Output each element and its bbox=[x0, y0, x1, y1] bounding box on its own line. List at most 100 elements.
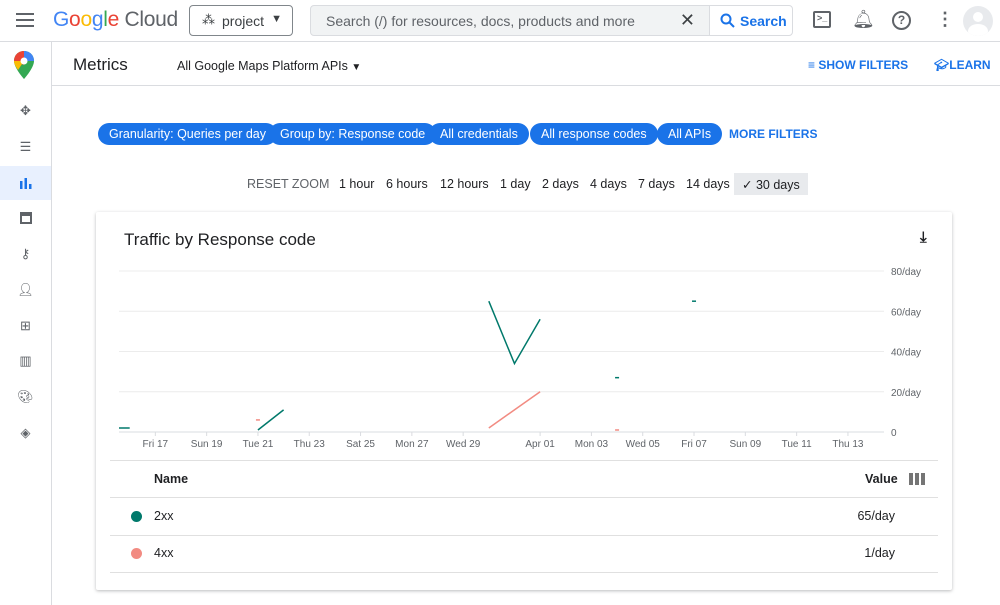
x-tick-label: Apr 01 bbox=[525, 439, 555, 450]
quota-icon bbox=[19, 212, 32, 224]
row-value: 65/day bbox=[857, 509, 895, 523]
zoom-30-days-label: 30 days bbox=[755, 178, 800, 192]
sidebar-item-apps[interactable]: ⊞ bbox=[0, 309, 51, 343]
sidebar-item-quotas[interactable] bbox=[0, 201, 51, 235]
x-tick-label: Mon 03 bbox=[575, 439, 609, 450]
column-header-value: Value bbox=[865, 472, 898, 486]
search-icon bbox=[720, 13, 735, 28]
bar-chart-icon bbox=[19, 177, 31, 189]
sidebar-item-metrics[interactable] bbox=[0, 166, 51, 200]
school-icon: 🎓︎ bbox=[934, 58, 950, 72]
traffic-chart: 0 20/day 40/day 60/day 80/day Fri 17 Sun 19 Tue… bbox=[119, 267, 921, 450]
clear-icon[interactable]: ✕ bbox=[679, 10, 695, 30]
learn-button[interactable]: 🎓︎LEARN bbox=[934, 58, 991, 72]
x-tick-label: Thu 23 bbox=[294, 439, 326, 450]
sidebar-item-users[interactable]: 👤︎ bbox=[0, 273, 51, 307]
row-value: 1/day bbox=[864, 546, 895, 560]
y-tick-label: 20/day bbox=[891, 388, 921, 399]
google-cloud-logo[interactable]: Google Cloud bbox=[53, 8, 178, 31]
sidebar-item-credentials[interactable]: ⚷ bbox=[0, 237, 51, 271]
x-tick-label: Sun 19 bbox=[191, 439, 223, 450]
apps-icon: ⊞ bbox=[20, 318, 31, 333]
sidebar-item-move[interactable]: ✥ bbox=[0, 94, 51, 128]
chip-credentials[interactable]: All credentials bbox=[429, 123, 529, 145]
zoom-14-days[interactable]: 14 days bbox=[686, 177, 730, 191]
chip-response-codes[interactable]: All response codes bbox=[530, 123, 658, 145]
zoom-7-days[interactable]: 7 days bbox=[638, 177, 675, 191]
check-icon: ✓ bbox=[742, 178, 753, 192]
divider bbox=[110, 497, 938, 498]
top-bar: Google Cloud ⁂ project ▼ Search (/) for re… bbox=[0, 0, 1000, 42]
avatar[interactable] bbox=[963, 6, 993, 36]
project-selector[interactable]: ⁂ project ▼ bbox=[189, 5, 293, 36]
zoom-30-days[interactable]: ✓ 30 days bbox=[734, 173, 808, 195]
divider bbox=[110, 460, 938, 461]
zoom-2-days[interactable]: 2 days bbox=[542, 177, 579, 191]
dropdown-icon: ▼ bbox=[271, 13, 282, 25]
x-tick-label: Fri 17 bbox=[143, 439, 169, 450]
search-placeholder: Search (/) for resources, docs, products… bbox=[326, 13, 635, 29]
x-tick-label: Wed 05 bbox=[626, 439, 661, 450]
key-icon: ⚷ bbox=[20, 246, 31, 261]
table-row: 2xx 65/day bbox=[110, 498, 938, 535]
x-tick-label: Thu 13 bbox=[832, 439, 864, 450]
show-filters-label: SHOW FILTERS bbox=[818, 58, 909, 72]
show-filters-button[interactable]: ≡ SHOW FILTERS bbox=[808, 58, 908, 72]
search-label: Search bbox=[740, 13, 787, 29]
x-tick-label: Fri 07 bbox=[681, 439, 707, 450]
sidebar-item-map[interactable]: ▥ bbox=[0, 344, 51, 378]
chip-granularity[interactable]: Granularity: Queries per day bbox=[98, 123, 278, 145]
column-header-name: Name bbox=[154, 472, 189, 486]
x-tick-label: Wed 29 bbox=[446, 439, 481, 450]
help-icon[interactable]: ? bbox=[892, 11, 911, 30]
x-tick-label: Sun 09 bbox=[729, 439, 761, 450]
series-2xx-line bbox=[488, 300, 541, 366]
zoom-1-day[interactable]: 1 day bbox=[500, 177, 531, 191]
map-icon: ▥ bbox=[19, 353, 32, 368]
page-header: Metrics All Google Maps Platform APIs ▼ … bbox=[52, 42, 1000, 86]
palette-icon: 🎨︎ bbox=[17, 389, 34, 404]
column-picker-icon[interactable] bbox=[909, 473, 925, 485]
sidebar: ✥ ☰ ⚷ 👤︎ ⊞ ▥ 🎨︎ ◈ bbox=[0, 42, 52, 605]
menu-icon[interactable] bbox=[16, 13, 34, 27]
zoom-12-hours[interactable]: 12 hours bbox=[440, 177, 489, 191]
notifications-icon[interactable]: 🔔︎ bbox=[852, 9, 875, 29]
api-select[interactable]: All Google Maps Platform APIs ▼ bbox=[177, 59, 361, 73]
table-row: 4xx 1/day bbox=[110, 536, 938, 573]
zoom-1-hour[interactable]: 1 hour bbox=[339, 177, 375, 191]
sidebar-item-layers[interactable]: ◈ bbox=[0, 416, 51, 450]
list-icon: ☰ bbox=[19, 139, 32, 154]
filter-icon: ≡ bbox=[808, 58, 816, 72]
x-tick-label: Mon 27 bbox=[395, 439, 429, 450]
chip-apis[interactable]: All APIs bbox=[657, 123, 723, 145]
x-tick-label: Sat 25 bbox=[346, 439, 375, 450]
chip-group-by[interactable]: Group by: Response code bbox=[269, 123, 437, 145]
more-vert-icon[interactable]: ⋮ bbox=[936, 9, 954, 29]
cloud-shell-icon[interactable]: >_ bbox=[813, 11, 831, 28]
reset-zoom-button[interactable]: RESET ZOOM bbox=[247, 177, 330, 191]
y-tick-label: 0 bbox=[891, 428, 897, 439]
api-select-value: All Google Maps Platform APIs bbox=[177, 59, 348, 73]
series-color-dot bbox=[131, 548, 142, 559]
series-color-dot bbox=[131, 511, 142, 522]
search-button[interactable]: Search bbox=[709, 5, 793, 36]
zoom-6-hours[interactable]: 6 hours bbox=[386, 177, 428, 191]
more-filters-button[interactable]: MORE FILTERS bbox=[729, 127, 818, 141]
layers-icon: ◈ bbox=[20, 425, 31, 440]
page-title: Metrics bbox=[73, 55, 128, 74]
project-icon: ⁂ bbox=[202, 12, 215, 27]
row-name: 2xx bbox=[154, 509, 174, 523]
search-input[interactable]: Search (/) for resources, docs, products… bbox=[310, 5, 710, 36]
download-icon[interactable]: ⤓ bbox=[920, 229, 927, 246]
dropdown-icon: ▼ bbox=[351, 62, 362, 73]
person-icon: 👤︎ bbox=[17, 282, 34, 297]
series-2xx-line bbox=[257, 409, 285, 431]
sidebar-item-list[interactable]: ☰ bbox=[0, 130, 51, 164]
chart-card bbox=[96, 212, 952, 590]
zoom-4-days[interactable]: 4 days bbox=[590, 177, 627, 191]
y-tick-label: 80/day bbox=[891, 267, 921, 278]
x-tick-label: Tue 11 bbox=[782, 439, 812, 450]
divider bbox=[110, 572, 938, 573]
y-tick-label: 40/day bbox=[891, 348, 921, 359]
sidebar-item-styles[interactable]: 🎨︎ bbox=[0, 380, 51, 414]
